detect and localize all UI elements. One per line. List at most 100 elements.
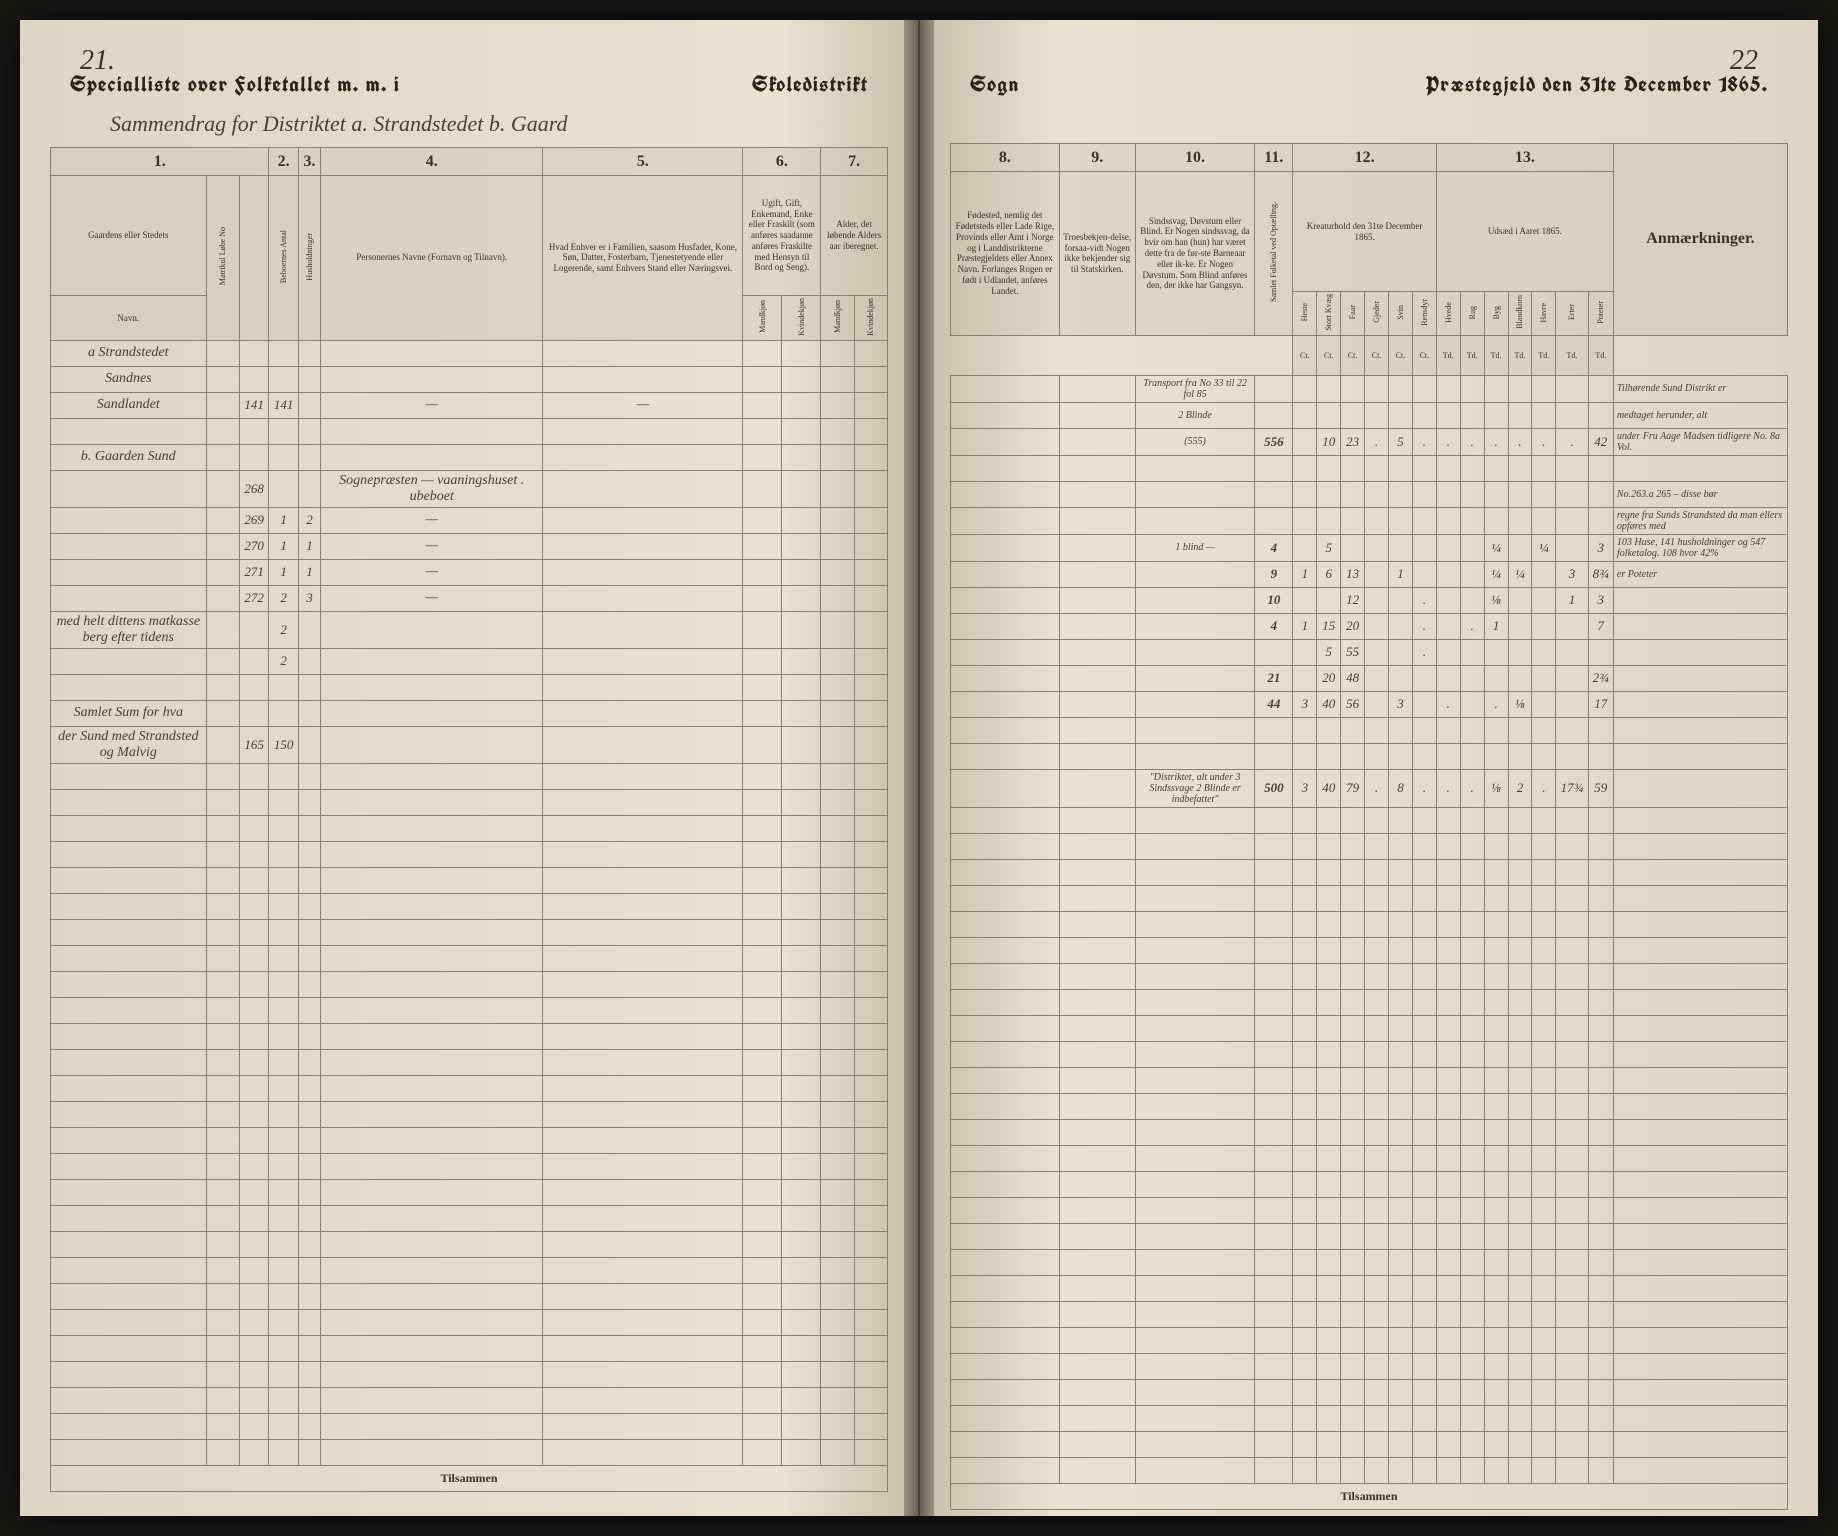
cell [1388, 911, 1412, 937]
cell [1388, 1197, 1412, 1223]
table-row [51, 867, 888, 893]
cell [298, 1127, 320, 1153]
cell [821, 1439, 854, 1465]
cell [206, 1179, 239, 1205]
cell [298, 611, 320, 648]
cell [1388, 1327, 1412, 1353]
cell [321, 1049, 543, 1075]
cell: 269 [239, 507, 268, 533]
table-row [51, 1335, 888, 1361]
cell [1365, 665, 1389, 691]
cell [1412, 1301, 1436, 1327]
cell [206, 533, 239, 559]
col-4: 4. [321, 148, 543, 176]
cell [1293, 911, 1317, 937]
cell [1460, 743, 1484, 769]
cell [1556, 481, 1588, 507]
cell [1412, 1119, 1436, 1145]
cell [1293, 428, 1317, 455]
cell [1613, 1431, 1787, 1457]
h-status: Ugift, Gift, Enkemand, Enke eller Fraski… [743, 176, 821, 296]
cell [1556, 911, 1588, 937]
cell [269, 444, 298, 470]
cell [1135, 717, 1255, 743]
cell [1508, 534, 1532, 561]
cell [1556, 375, 1588, 402]
cell [298, 674, 320, 700]
cell [51, 971, 207, 997]
cell [854, 700, 887, 726]
cell [854, 867, 887, 893]
cell [1341, 1327, 1365, 1353]
cell [1460, 989, 1484, 1015]
cell [1059, 1119, 1135, 1145]
cell [206, 1283, 239, 1309]
cell [1293, 1353, 1317, 1379]
cell [1484, 833, 1508, 859]
cell [1293, 1405, 1317, 1431]
cell [206, 1049, 239, 1075]
cell [1556, 1301, 1588, 1327]
cell [951, 534, 1060, 561]
cell [239, 763, 268, 789]
cell [1588, 807, 1613, 833]
table-row: 916131¼¼38¾er Poteter [951, 561, 1788, 587]
cell [743, 1309, 782, 1335]
cell [543, 919, 743, 945]
cell [1556, 807, 1588, 833]
cell [951, 455, 1060, 481]
cell [543, 997, 743, 1023]
cell [1508, 717, 1532, 743]
cell [1059, 587, 1135, 613]
cell [543, 674, 743, 700]
cell [743, 470, 782, 507]
cell [1135, 455, 1255, 481]
cell [1613, 1067, 1787, 1093]
cell [951, 1405, 1060, 1431]
cell [1317, 1405, 1341, 1431]
table-row: 555. [951, 639, 1788, 665]
cell [1556, 402, 1588, 428]
cell [782, 763, 821, 789]
unit-cell: Td. [1588, 335, 1613, 375]
cell [239, 1101, 268, 1127]
cell [239, 700, 268, 726]
cell [1365, 455, 1389, 481]
col-1: 1. [51, 148, 269, 176]
cell: 10 [1317, 428, 1341, 455]
cell: 21 [1255, 665, 1293, 691]
cell [821, 1023, 854, 1049]
cell [821, 841, 854, 867]
cell [51, 789, 207, 815]
cell [743, 1153, 782, 1179]
h-alder: Alder, det løbende Alders aar iberegnet. [821, 176, 888, 296]
cell [269, 945, 298, 971]
cell [1588, 1119, 1613, 1145]
cell [1341, 743, 1365, 769]
cell [1388, 1119, 1412, 1145]
cell [782, 340, 821, 366]
cell [206, 815, 239, 841]
right-title1: Sogn [970, 70, 1020, 99]
cell [782, 893, 821, 919]
cell [1059, 1327, 1135, 1353]
cell: ¼ [1484, 534, 1508, 561]
cell [782, 700, 821, 726]
cell [1412, 1457, 1436, 1483]
table-row: No.263.a 265 – disse bør [951, 481, 1788, 507]
cell [1317, 807, 1341, 833]
cell [1532, 639, 1556, 665]
cell [206, 1101, 239, 1127]
cell [1255, 507, 1293, 534]
cell [269, 1205, 298, 1231]
cell [1293, 1457, 1317, 1483]
h9: Troesbekjen-delse, forsaa-vidt Nogen ikk… [1059, 172, 1135, 336]
h-mand: Mandkjøn [743, 296, 782, 341]
cell [1508, 1145, 1532, 1171]
cell [1317, 1301, 1341, 1327]
cell [1365, 1431, 1389, 1457]
cell: 48 [1341, 665, 1365, 691]
cell [239, 1205, 268, 1231]
cell [1317, 859, 1341, 885]
cell [543, 340, 743, 366]
